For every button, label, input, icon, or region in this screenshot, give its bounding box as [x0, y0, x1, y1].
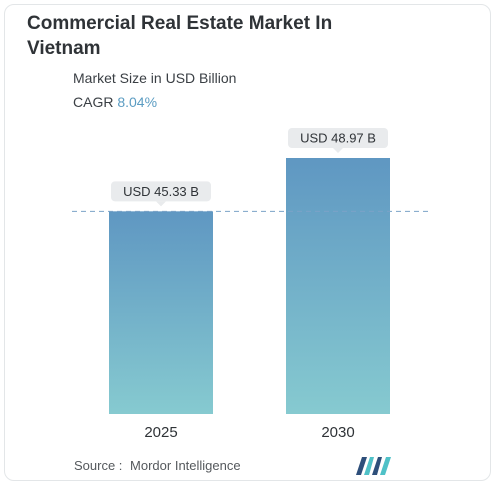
cagr-value: 8.04%	[117, 94, 158, 110]
cagr-label: CAGR	[73, 94, 114, 110]
source-line: Source : Mordor Intelligence	[74, 458, 245, 473]
data-label-pointer-2030	[333, 148, 343, 153]
category-label-2030: 2030	[321, 424, 354, 441]
source-label: Source :	[74, 458, 123, 473]
chart-title: Commercial Real Estate Market In Vietnam	[27, 13, 333, 59]
data-label-2030: USD 48.97 B	[300, 131, 376, 146]
data-label-2025: USD 45.33 B	[123, 184, 199, 199]
cagr-row: CAGR 8.04%	[73, 93, 157, 111]
chart-card: Commercial Real Estate Market In Vietnam…	[4, 4, 491, 481]
data-label-bg-2025	[111, 181, 211, 202]
data-label-bg-2030	[288, 128, 388, 148]
chart-subtitle: Market Size in USD Billion	[73, 70, 237, 86]
bar-2030	[286, 158, 390, 414]
data-label-pointer-2025	[156, 201, 166, 207]
category-label-2025: 2025	[144, 424, 177, 441]
source-value: Mordor Intelligence	[130, 458, 241, 473]
bar-2025	[109, 211, 213, 414]
mordor-intelligence-logo-icon	[356, 457, 391, 475]
